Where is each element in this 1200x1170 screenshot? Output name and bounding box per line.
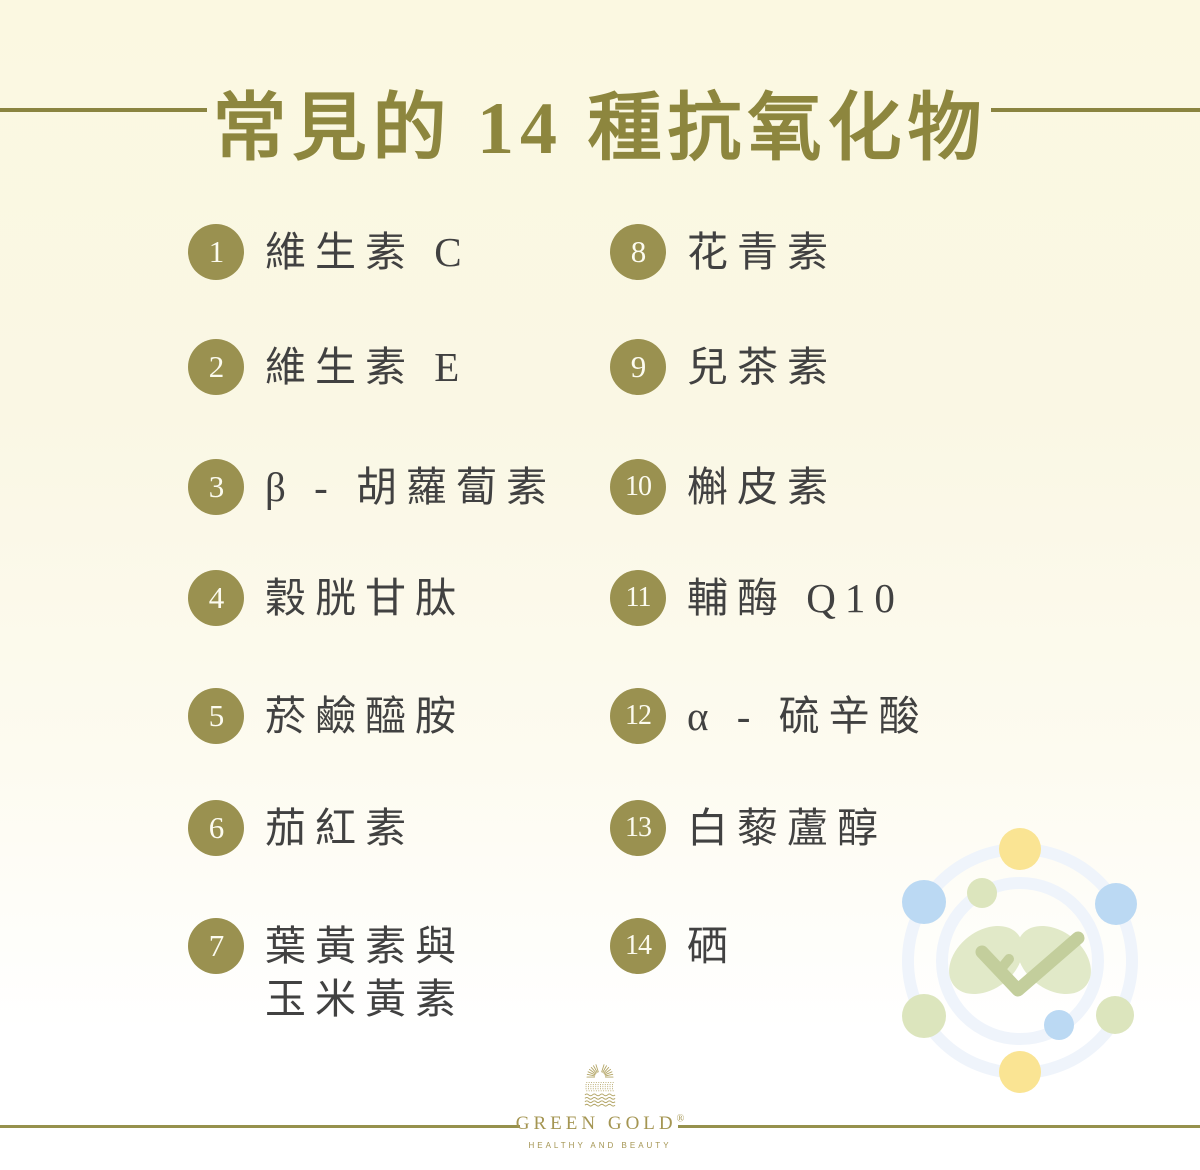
list-item: 11 輔酶 Q10 (610, 570, 904, 626)
item-label: 維生素 C (265, 229, 471, 275)
item-number-badge: 14 (610, 918, 666, 974)
footer-rule-right (678, 1125, 1200, 1128)
item-label: 花青素 (687, 229, 837, 275)
molecule-leaf-icon (902, 828, 1138, 1093)
item-number-badge: 8 (610, 224, 666, 280)
list-item: 14 硒 (610, 918, 737, 974)
item-number-badge: 13 (610, 800, 666, 856)
item-label: 硒 (687, 923, 737, 969)
list-item: 7 葉黃素與 玉米黃素 (188, 918, 465, 1026)
sun-over-waves-emblem-icon (584, 1064, 616, 1107)
leaf-pair-icon (949, 925, 1091, 997)
item-number-badge: 2 (188, 339, 244, 395)
item-number-badge: 1 (188, 224, 244, 280)
page-title: 常見的 14 種抗氧化物 (212, 88, 988, 170)
item-number-badge: 7 (188, 918, 244, 974)
list-item: 5 菸鹼醯胺 (188, 688, 465, 744)
item-number-badge: 11 (610, 570, 666, 626)
registered-mark: ® (676, 1113, 685, 1125)
item-label: 菸鹼醯胺 (265, 693, 465, 739)
item-label: α - 硫辛酸 (687, 693, 929, 739)
brand-tagline: HEALTHY AND BEAUTY (528, 1141, 672, 1150)
brand-name: GREEN GOLD® (0, 1113, 1200, 1135)
title-rule-right (991, 108, 1200, 112)
list-item: 3 β - 胡蘿蔔素 (188, 459, 556, 515)
item-label: 葉黃素與 玉米黃素 (265, 923, 465, 1022)
item-number-badge: 4 (188, 570, 244, 626)
list-item: 4 穀胱甘肽 (188, 570, 465, 626)
item-label: 兒茶素 (687, 344, 837, 390)
list-item: 13 白藜蘆醇 (610, 800, 887, 856)
item-number-badge: 5 (188, 688, 244, 744)
list-item: 8 花青素 (610, 224, 837, 280)
title-rule-left (0, 108, 207, 112)
item-label: 槲皮素 (687, 464, 837, 510)
list-item: 9 兒茶素 (610, 339, 837, 395)
list-item: 2 維生素 E (188, 339, 468, 395)
list-item: 1 維生素 C (188, 224, 471, 280)
item-label: 輔酶 Q10 (687, 575, 904, 621)
item-label: 白藜蘆醇 (687, 805, 887, 851)
list-item: 6 茄紅素 (188, 800, 415, 856)
item-label: 維生素 E (265, 344, 469, 390)
item-number-badge: 12 (610, 688, 666, 744)
item-number-badge: 9 (610, 339, 666, 395)
item-number-badge: 10 (610, 459, 666, 515)
footer-rule-left (0, 1125, 520, 1128)
list-item: 10 槲皮素 (610, 459, 837, 515)
item-label: β - 胡蘿蔔素 (265, 464, 557, 510)
item-number-badge: 6 (188, 800, 244, 856)
item-label: 穀胱甘肽 (265, 575, 465, 621)
list-item: 12 α - 硫辛酸 (610, 688, 929, 744)
brand-text: GREEN GOLD (515, 1113, 677, 1134)
item-number-badge: 3 (188, 459, 244, 515)
item-label: 茄紅素 (265, 805, 415, 851)
